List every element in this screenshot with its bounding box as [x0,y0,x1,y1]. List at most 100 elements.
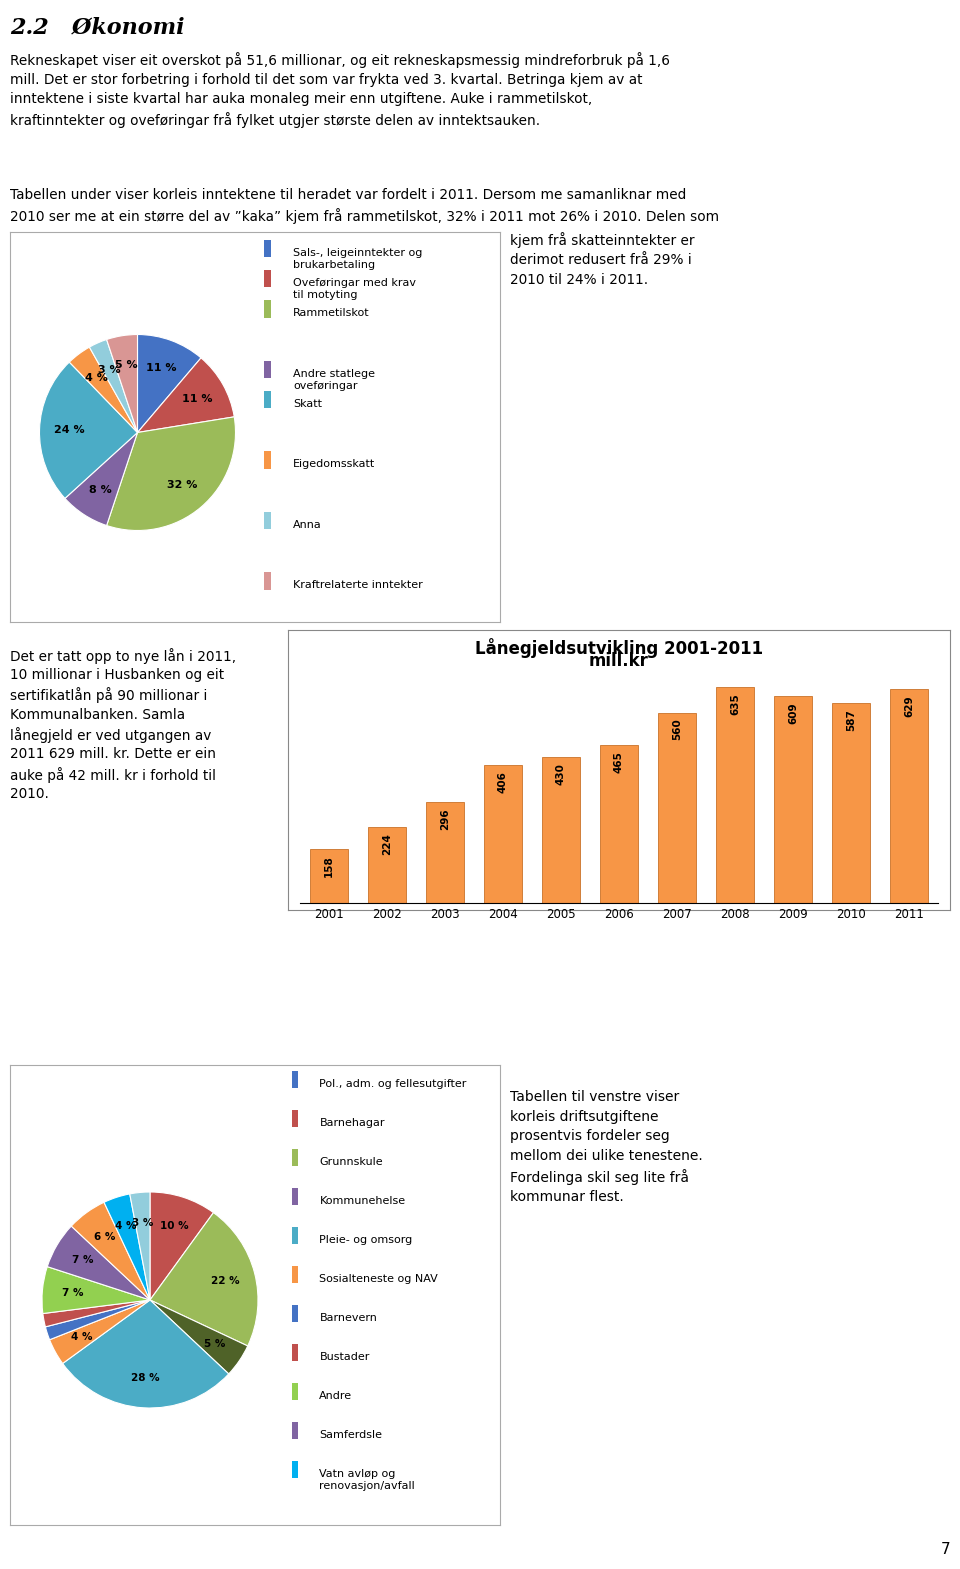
Bar [264,361,272,378]
Bar [716,687,754,904]
Text: Andre statlege
oveføringar: Andre statlege oveføringar [293,369,375,391]
Text: 560: 560 [672,719,682,741]
Text: Det er tatt opp to nye lån i 2011,
10 millionar i Husbanken og eit
sertifikatlån: Det er tatt opp to nye lån i 2011, 10 mi… [10,648,236,800]
Bar [292,1227,299,1244]
Text: Barnehagar: Barnehagar [320,1119,385,1128]
Wedge shape [71,1202,150,1301]
Bar [292,1149,299,1166]
Bar [832,703,870,904]
Bar [264,240,272,257]
Text: mill.kr: mill.kr [589,653,649,670]
Wedge shape [65,433,137,526]
Wedge shape [62,1301,228,1407]
Text: 28 %: 28 % [131,1373,159,1382]
Text: Kraftrelaterte inntekter: Kraftrelaterte inntekter [293,581,422,590]
Text: 3 %: 3 % [99,364,121,375]
Bar [484,766,522,904]
Text: Anna: Anna [293,519,322,530]
Text: Grunnskule: Grunnskule [320,1158,383,1167]
Text: 6 %: 6 % [94,1232,115,1243]
Bar [368,827,406,904]
Text: Bustader: Bustader [320,1352,370,1362]
Text: 7 %: 7 % [61,1288,84,1298]
Wedge shape [89,339,137,433]
Bar [264,270,272,287]
Wedge shape [130,1192,150,1301]
Text: Tabellen til venstre viser
korleis driftsutgiftene
prosentvis fordeler seg
mello: Tabellen til venstre viser korleis drift… [510,1090,703,1205]
Text: 4 %: 4 % [115,1221,136,1232]
Text: Rammetilskot: Rammetilskot [293,308,370,319]
Text: 22 %: 22 % [211,1276,240,1285]
Text: 224: 224 [382,833,392,855]
Wedge shape [150,1301,248,1374]
Text: kjem frå skatteinntekter er
derimot redusert frå 29% i
2010 til 24% i 2011.: kjem frå skatteinntekter er derimot redu… [510,232,694,287]
Text: 8 %: 8 % [88,485,111,494]
Bar [292,1109,299,1127]
Text: 5 %: 5 % [115,359,138,370]
Bar [426,802,464,904]
Text: 11 %: 11 % [146,362,177,373]
Bar [292,1305,299,1321]
Text: 158: 158 [324,855,334,877]
Text: 10 %: 10 % [159,1221,188,1232]
Text: Andre: Andre [320,1392,352,1401]
Bar [774,697,812,904]
Text: Oveføringar med krav
til motyting: Oveføringar med krav til motyting [293,278,416,300]
Bar [292,1422,299,1439]
Text: 587: 587 [846,709,856,731]
Text: Skatt: Skatt [293,399,322,410]
Text: Eigedomsskatt: Eigedomsskatt [293,460,375,469]
Text: Tabellen under viser korleis inntektene til heradet var fordelt i 2011. Dersom m: Tabellen under viser korleis inntektene … [10,188,719,224]
Text: 430: 430 [556,763,566,784]
Bar [264,452,272,469]
Wedge shape [107,334,137,433]
Text: Barnevern: Barnevern [320,1313,377,1323]
Bar [890,689,928,904]
Wedge shape [42,1266,150,1313]
Bar [542,756,580,904]
Text: 5 %: 5 % [204,1338,225,1349]
Wedge shape [150,1213,258,1346]
Wedge shape [137,358,234,433]
Text: Vatn avløp og
renovasjon/avfall: Vatn avløp og renovasjon/avfall [320,1469,415,1492]
Text: Lånegjeldsutvikling 2001-2011: Lånegjeldsutvikling 2001-2011 [475,639,763,659]
Text: 406: 406 [498,770,508,792]
Wedge shape [50,1301,150,1363]
Bar [292,1188,299,1205]
Wedge shape [47,1225,150,1301]
Wedge shape [43,1301,150,1327]
Text: Sals-, leigeinntekter og
brukarbetaling: Sals-, leigeinntekter og brukarbetaling [293,248,422,270]
Bar [659,712,696,904]
Text: Sosialteneste og NAV: Sosialteneste og NAV [320,1274,438,1285]
Text: 4 %: 4 % [85,372,108,383]
Text: 3 %: 3 % [132,1218,154,1227]
Bar [292,1072,299,1087]
Wedge shape [45,1301,150,1340]
Bar [264,573,272,590]
Text: 465: 465 [614,752,624,774]
Text: 7 %: 7 % [72,1255,94,1266]
Wedge shape [150,1192,213,1301]
Text: 635: 635 [730,693,740,715]
Wedge shape [69,347,137,433]
Text: 4 %: 4 % [71,1332,92,1343]
Text: Kommunehelse: Kommunehelse [320,1196,405,1207]
Bar [292,1382,299,1400]
Text: 609: 609 [788,701,798,723]
Text: 629: 629 [904,695,914,717]
Wedge shape [107,417,235,530]
Bar [264,300,272,317]
Bar [264,391,272,408]
Text: 296: 296 [440,808,450,830]
Bar [292,1461,299,1478]
Text: Pol., adm. og fellesutgifter: Pol., adm. og fellesutgifter [320,1079,467,1089]
Text: Rekneskapet viser eit overskot på 51,6 millionar, og eit rekneskapsmessig mindre: Rekneskapet viser eit overskot på 51,6 m… [10,52,670,127]
Text: 24 %: 24 % [54,425,84,435]
Bar [292,1266,299,1283]
Wedge shape [39,362,137,499]
Text: 7: 7 [941,1542,950,1558]
Bar [310,849,348,904]
Text: 32 %: 32 % [167,480,197,490]
Wedge shape [137,334,201,433]
Text: Samferdsle: Samferdsle [320,1429,382,1440]
